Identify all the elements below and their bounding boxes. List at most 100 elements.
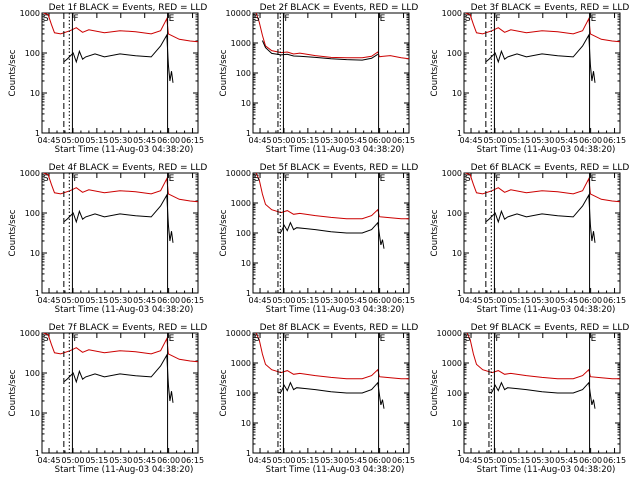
x-tick-label: 05:45 (133, 296, 156, 305)
series-line-black (277, 221, 385, 249)
x-tick-label: 06:15 (392, 456, 415, 465)
marker-label: S (43, 174, 49, 184)
plot-title: Det 4f BLACK = Events, RED = LLD (49, 163, 208, 173)
x-tick-label: 05:15 (507, 296, 530, 305)
x-axis-label: Start Time (11-Aug-03 04:38:20) (477, 145, 616, 155)
x-tick-label: 05:15 (507, 456, 530, 465)
y-axis-label: Counts/sec (8, 209, 18, 256)
plot-title: Det 9f BLACK = Events, RED = LLD (471, 323, 630, 333)
series-line-red (43, 13, 198, 43)
plot-frame (41, 172, 199, 294)
series-line-red (255, 13, 409, 60)
series-line-red (255, 333, 409, 380)
x-tick-label: 05:30 (531, 136, 554, 145)
x-tick-label: 06:00 (579, 456, 602, 465)
y-tick-label: 10 (241, 259, 251, 268)
x-tick-label: 04:45 (248, 296, 271, 305)
series-line-red (43, 333, 198, 363)
y-tick-label: 1 (35, 289, 40, 298)
y-tick-label: 10 (452, 89, 462, 98)
panel-3: Det 3f BLACK = Events, RED = LLD 1 10 100 10… (430, 3, 629, 155)
x-tick-label: 04:45 (37, 136, 60, 145)
y-tick-label: 10000 (226, 9, 251, 18)
x-tick-label: 05:15 (507, 136, 530, 145)
x-tick-label: 06:00 (157, 296, 180, 305)
x-tick-label: 05:00 (61, 296, 84, 305)
x-tick-label: 06:15 (392, 296, 415, 305)
y-tick-label: 1 (457, 289, 462, 298)
y-tick-label: 1 (457, 129, 462, 138)
marker-label: F (73, 174, 78, 184)
x-tick-label: 06:00 (579, 296, 602, 305)
plot-title: Det 8f BLACK = Events, RED = LLD (260, 323, 419, 333)
series-line-black (63, 353, 174, 403)
series-line-red (255, 173, 409, 220)
x-tick-label: 06:00 (579, 136, 602, 145)
series-line-red (466, 333, 620, 380)
panel-1: Det 1f BLACK = Events, RED = LLD 1 10 100 10… (8, 3, 207, 155)
x-tick-label: 05:15 (296, 456, 319, 465)
marker-label: E (380, 14, 386, 24)
x-tick-label: 06:15 (392, 136, 415, 145)
y-tick-label: 10 (30, 409, 40, 418)
marker-label: S (465, 174, 471, 184)
plot-frame (463, 172, 621, 294)
y-axis-label: Counts/sec (430, 49, 440, 96)
x-tick-label: 06:00 (368, 296, 391, 305)
x-tick-label: 05:45 (555, 296, 578, 305)
marker-label: S (465, 14, 471, 24)
series-line-black (485, 193, 596, 243)
x-axis-label: Start Time (11-Aug-03 04:38:20) (55, 305, 194, 315)
marker-label: F (284, 334, 289, 344)
y-tick-label: 100 (25, 49, 40, 58)
y-tick-label: 1 (246, 289, 251, 298)
marker-label: E (169, 14, 175, 24)
marker-label: E (380, 334, 386, 344)
y-tick-label: 100 (236, 389, 251, 398)
y-tick-label: 1000 (231, 39, 251, 48)
x-tick-label: 05:15 (296, 136, 319, 145)
plot-frame (252, 12, 410, 134)
y-axis-label: Counts/sec (430, 209, 440, 256)
x-axis-label: Start Time (11-Aug-03 04:38:20) (266, 465, 405, 475)
y-tick-label: 10 (452, 419, 462, 428)
x-tick-label: 06:15 (181, 136, 204, 145)
y-tick-label: 1000 (20, 9, 40, 18)
y-tick-label: 1000 (231, 199, 251, 208)
y-tick-label: 10 (241, 419, 251, 428)
x-tick-label: 06:15 (603, 456, 626, 465)
y-axis-label: Counts/sec (219, 49, 229, 96)
x-axis-label: Start Time (11-Aug-03 04:38:20) (266, 305, 405, 315)
marker-label: F (495, 14, 500, 24)
x-tick-label: 05:45 (344, 456, 367, 465)
series-line-red (465, 13, 620, 43)
plot-title: Det 5f BLACK = Events, RED = LLD (260, 163, 419, 173)
x-axis-label: Start Time (11-Aug-03 04:38:20) (477, 465, 616, 475)
y-tick-label: 1 (457, 449, 462, 458)
x-tick-label: 06:15 (181, 456, 204, 465)
y-tick-label: 1000 (231, 359, 251, 368)
y-tick-label: 1 (246, 449, 251, 458)
marker-label: E (380, 174, 386, 184)
y-tick-label: 10 (452, 249, 462, 258)
x-tick-label: 06:00 (368, 456, 391, 465)
x-tick-label: 05:00 (483, 296, 506, 305)
y-tick-label: 10000 (226, 329, 251, 338)
marker-label: S (465, 334, 471, 344)
panel-6: Det 6f BLACK = Events, RED = LLD 1 10 100 10… (430, 163, 629, 315)
marker-label: S (254, 334, 260, 344)
x-tick-label: 05:00 (483, 456, 506, 465)
marker-label: F (495, 334, 500, 344)
y-tick-label: 100 (25, 209, 40, 218)
x-tick-label: 04:45 (459, 456, 482, 465)
x-tick-label: 05:15 (296, 296, 319, 305)
y-tick-label: 100 (25, 369, 40, 378)
x-tick-label: 06:00 (368, 136, 391, 145)
x-tick-label: 05:00 (272, 136, 295, 145)
marker-label: F (73, 334, 78, 344)
panel-4: Det 4f BLACK = Events, RED = LLD 1 10 100 10… (8, 163, 207, 315)
y-axis-label: Counts/sec (8, 369, 18, 416)
marker-label: S (43, 14, 49, 24)
x-tick-label: 04:45 (248, 456, 271, 465)
y-tick-label: 100 (447, 389, 462, 398)
